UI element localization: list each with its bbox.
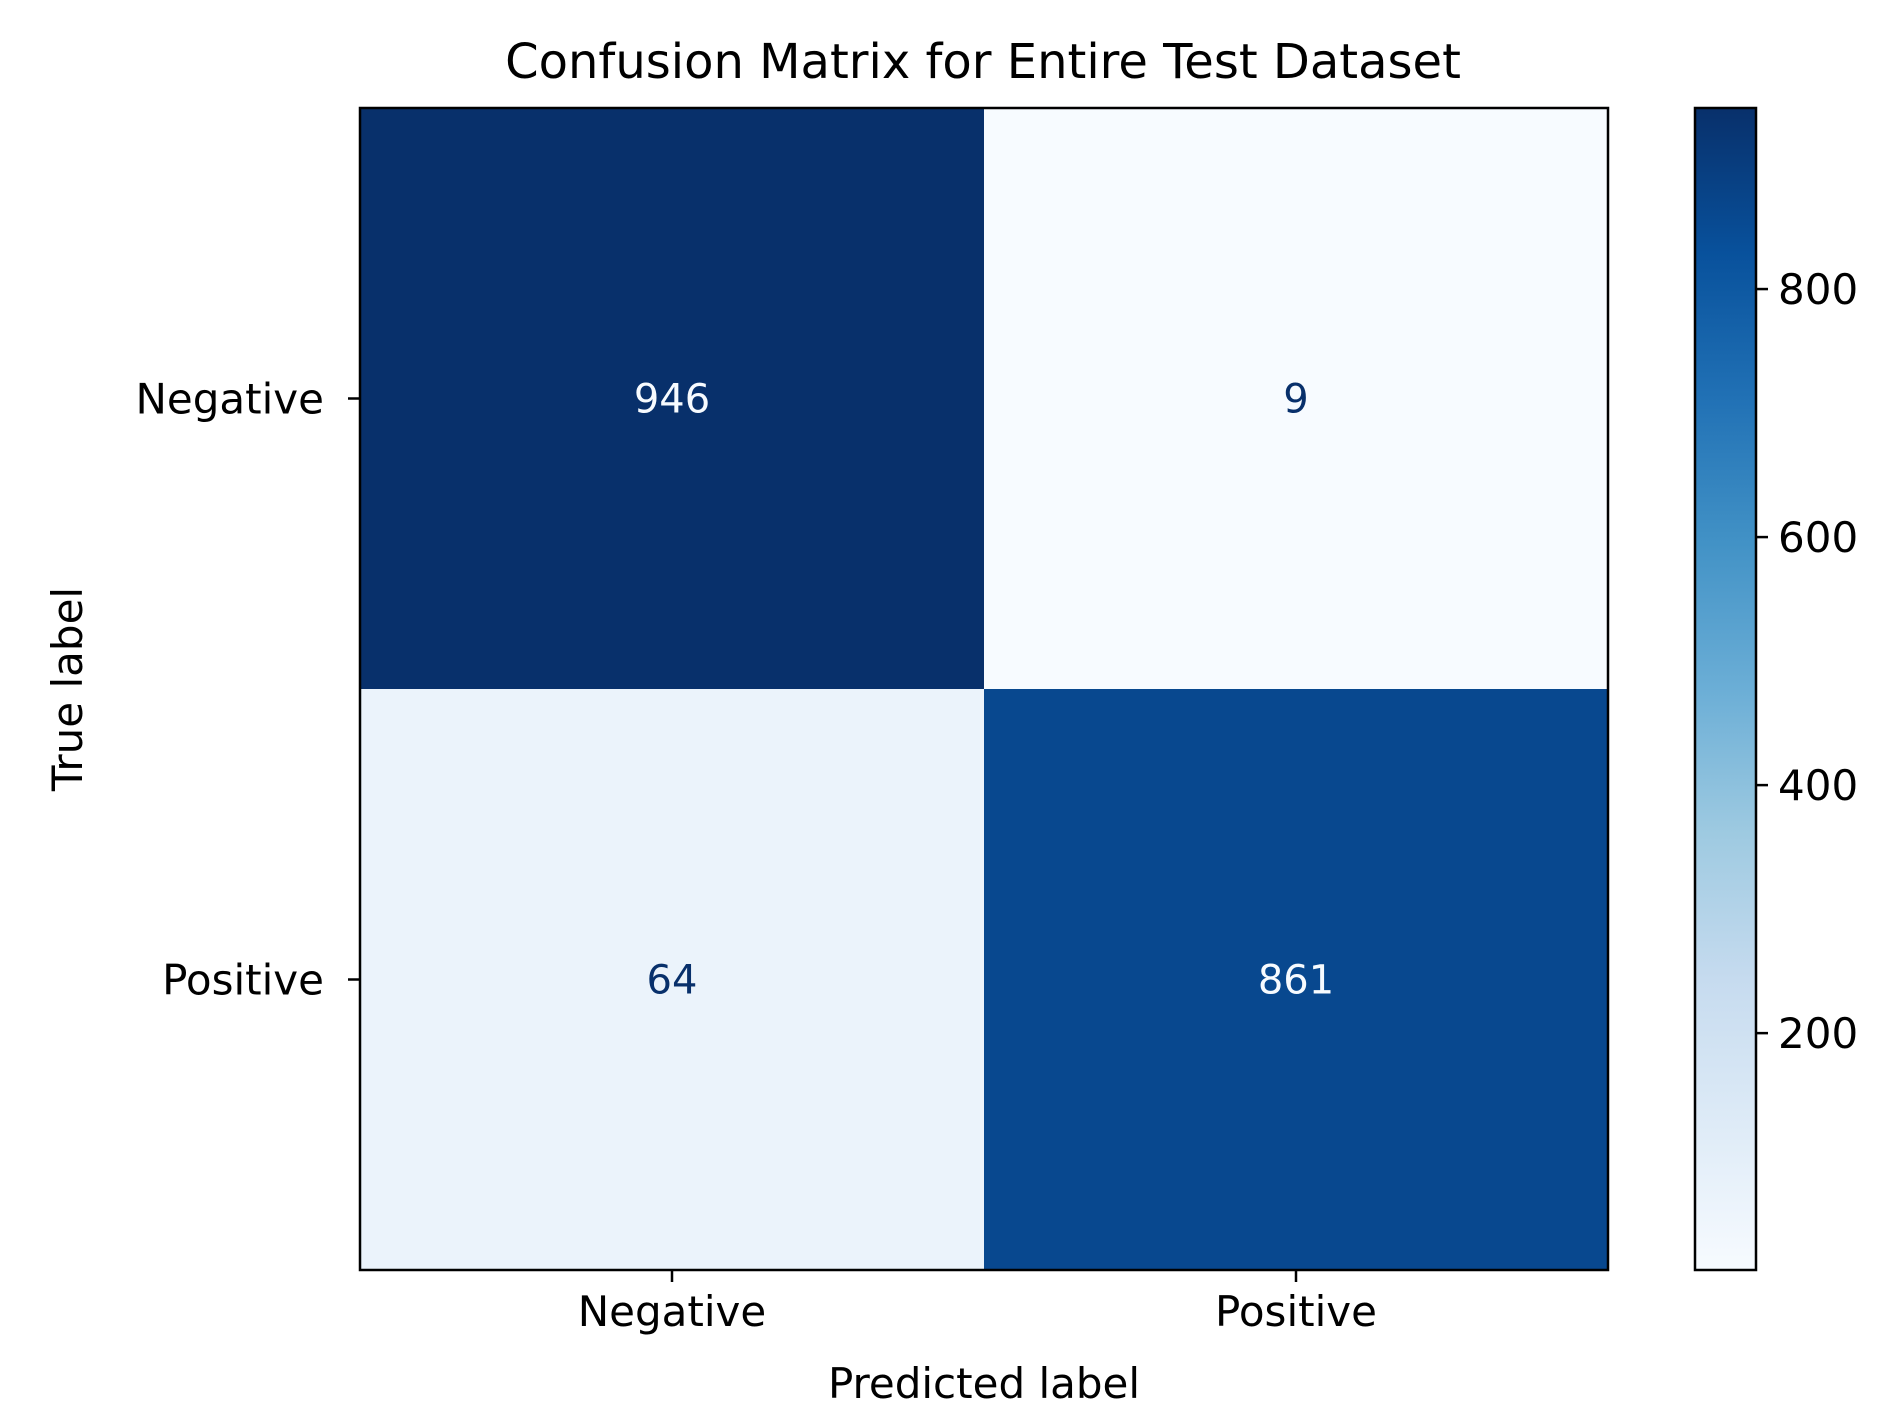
- colorbar-tick-label: 600: [1778, 513, 1858, 562]
- cell-value-label: 861: [1258, 958, 1334, 1004]
- colorbar: [1693, 106, 1758, 1272]
- y-axis-ticks: Negative Positive: [136, 375, 360, 1005]
- cell-value-label: 64: [647, 958, 698, 1004]
- y-tick-label: Positive: [162, 956, 324, 1005]
- plot-frame: [358, 106, 1610, 1272]
- matrix-cell: [360, 108, 984, 689]
- colorbar-tick-label: 400: [1778, 761, 1858, 810]
- colorbar-tick-label: 800: [1778, 265, 1858, 314]
- colorbar-tick-label: 200: [1778, 1009, 1858, 1058]
- x-tick-label: Negative: [578, 1287, 767, 1336]
- matrix-cell-labels: 946 9 64 861: [634, 377, 1334, 1004]
- y-axis-label: True label: [43, 587, 92, 792]
- x-axis-label: Predicted label: [828, 1359, 1140, 1408]
- chart-title: Confusion Matrix for Entire Test Dataset: [505, 34, 1461, 90]
- x-tick-label: Positive: [1215, 1287, 1377, 1336]
- cell-value-label: 946: [634, 377, 710, 423]
- matrix-cell: [360, 689, 984, 1270]
- x-axis-ticks: Negative Positive: [578, 1270, 1377, 1336]
- matrix-cell: [984, 689, 1608, 1270]
- colorbar-ticks: 200 400 600 800: [1756, 265, 1858, 1058]
- y-tick-label: Negative: [136, 375, 325, 424]
- matrix-cell: [984, 108, 1608, 689]
- matrix-cells: [360, 108, 1608, 1270]
- cell-value-label: 9: [1283, 377, 1308, 423]
